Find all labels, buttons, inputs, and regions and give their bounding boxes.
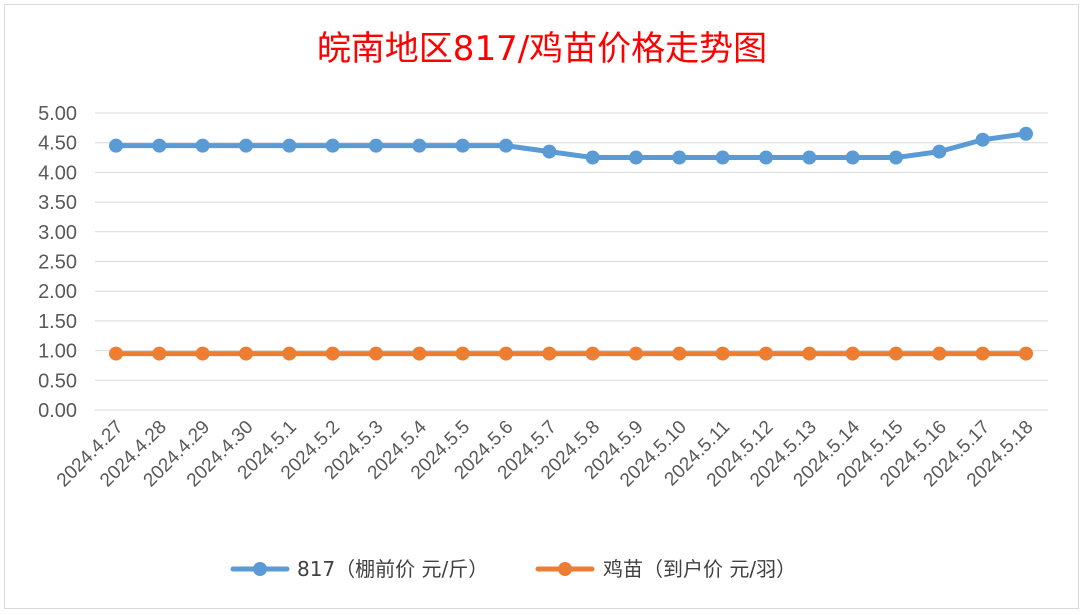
data-point <box>195 346 210 361</box>
series-group <box>109 126 1033 361</box>
series-line <box>113 131 1029 161</box>
data-point <box>975 346 990 361</box>
y-tick-label: 0.50 <box>38 370 77 392</box>
data-point <box>152 138 167 153</box>
gridlines <box>95 112 1048 411</box>
legend: 817（棚前价 元/斤） 鸡苗（到户价 元/羽） <box>230 557 796 581</box>
y-tick-label: 3.00 <box>38 222 77 244</box>
data-point <box>455 346 470 361</box>
y-tick-label: 4.00 <box>38 162 77 184</box>
data-point <box>542 144 557 159</box>
data-point <box>845 346 860 361</box>
legend-marker <box>253 562 267 576</box>
legend-item-1: 鸡苗（到户价 元/羽） <box>535 557 796 581</box>
data-point <box>932 144 947 159</box>
data-point <box>412 346 427 361</box>
y-tick-label: 3.50 <box>38 192 77 214</box>
data-point <box>802 346 817 361</box>
y-tick-label: 5.00 <box>38 103 77 125</box>
legend-item-0: 817（棚前价 元/斤） <box>230 557 488 581</box>
data-point <box>845 150 860 165</box>
y-tick-label: 2.50 <box>38 252 77 274</box>
data-point <box>412 138 427 153</box>
data-point <box>802 150 817 165</box>
data-point <box>369 138 383 153</box>
data-point <box>715 346 730 361</box>
data-point <box>672 150 687 165</box>
y-tick-label: 2.00 <box>38 281 77 303</box>
data-point <box>672 346 687 361</box>
data-point <box>325 138 340 153</box>
chart-title: 皖南地区817/鸡苗价格走势图 <box>317 29 767 69</box>
y-axis-ticks: 0.00 0.50 1.00 1.50 2.00 2.50 3.00 3.50 4.00 4.50… <box>38 103 77 422</box>
data-point <box>499 138 513 153</box>
data-point <box>109 138 123 153</box>
y-tick-label: 1.00 <box>38 341 77 363</box>
data-point <box>629 346 643 361</box>
data-point <box>889 150 903 165</box>
y-tick-label: 0.00 <box>38 400 77 422</box>
data-point <box>282 138 297 153</box>
data-point <box>629 150 643 165</box>
data-point <box>585 150 600 165</box>
data-point <box>889 346 903 361</box>
data-point <box>369 346 383 361</box>
x-axis-ticks: 2024.4.272024.4.282024.4.292024.4.302024… <box>53 416 1038 491</box>
data-point <box>585 346 600 361</box>
y-tick-label: 1.50 <box>38 311 77 333</box>
data-point <box>542 346 557 361</box>
data-point <box>715 150 730 165</box>
chart-frame <box>4 4 1079 609</box>
data-point <box>282 346 297 361</box>
data-point <box>1019 126 1033 141</box>
data-point <box>759 150 773 165</box>
series-1 <box>109 346 1033 361</box>
data-point <box>455 138 470 153</box>
data-point <box>325 346 340 361</box>
data-point <box>152 346 167 361</box>
legend-label: 鸡苗（到户价 元/羽） <box>603 557 796 581</box>
series-0 <box>109 126 1033 165</box>
data-point <box>1019 346 1033 361</box>
y-tick-label: 4.50 <box>38 133 77 155</box>
data-point <box>759 346 773 361</box>
legend-marker <box>558 562 572 576</box>
data-point <box>975 132 990 147</box>
data-point <box>109 346 123 361</box>
data-point <box>239 138 253 153</box>
legend-label: 817（棚前价 元/斤） <box>297 557 488 581</box>
data-point <box>932 346 947 361</box>
data-point <box>239 346 253 361</box>
data-point <box>499 346 513 361</box>
data-point <box>195 138 210 153</box>
